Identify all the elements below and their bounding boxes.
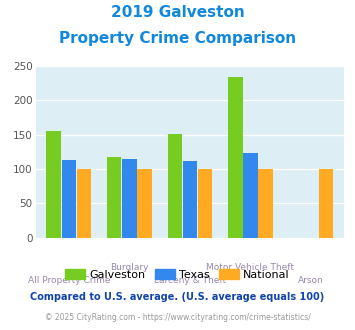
- Bar: [243, 153, 258, 238]
- Legend: Galveston, Texas, National: Galveston, Texas, National: [61, 265, 294, 284]
- Bar: [168, 134, 182, 238]
- Text: Property Crime Comparison: Property Crime Comparison: [59, 31, 296, 46]
- Text: Arson: Arson: [298, 277, 324, 285]
- Bar: [137, 169, 152, 238]
- Bar: [228, 77, 242, 238]
- Text: Burglary: Burglary: [110, 263, 149, 272]
- Text: Compared to U.S. average. (U.S. average equals 100): Compared to U.S. average. (U.S. average …: [31, 292, 324, 302]
- Bar: [198, 169, 212, 238]
- Bar: [77, 169, 91, 238]
- Bar: [319, 169, 333, 238]
- Bar: [258, 169, 273, 238]
- Text: © 2025 CityRating.com - https://www.cityrating.com/crime-statistics/: © 2025 CityRating.com - https://www.city…: [45, 314, 310, 322]
- Text: All Property Crime: All Property Crime: [28, 277, 110, 285]
- Bar: [183, 161, 197, 238]
- Bar: [107, 157, 121, 238]
- Bar: [61, 160, 76, 238]
- Text: Larceny & Theft: Larceny & Theft: [154, 277, 226, 285]
- Bar: [47, 131, 61, 238]
- Text: 2019 Galveston: 2019 Galveston: [111, 5, 244, 20]
- Text: Motor Vehicle Theft: Motor Vehicle Theft: [207, 263, 295, 272]
- Bar: [122, 159, 137, 238]
